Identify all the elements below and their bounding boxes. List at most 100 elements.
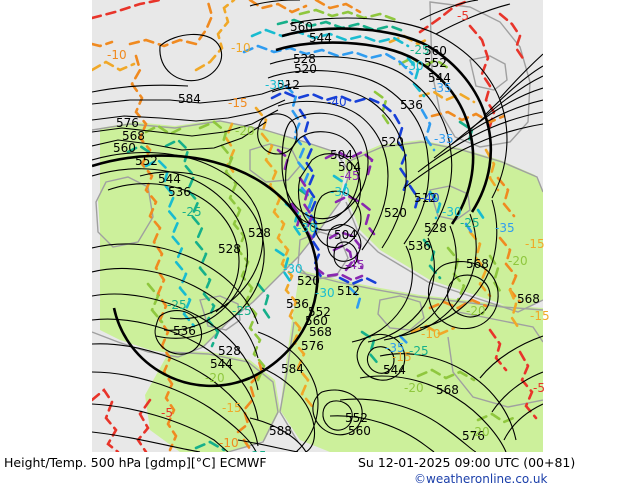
temperature-contour-label: -25 [232, 304, 252, 318]
height-contour-label: 576 [116, 116, 139, 130]
temperature-contour-label: -30 [315, 286, 335, 300]
temperature-contour-label: -25 [460, 216, 480, 230]
height-contour-label: 568 [466, 257, 489, 271]
height-contour-label: 528 [248, 226, 271, 240]
temperature-contour-label: -5 [457, 9, 469, 23]
height-contour-label: 536 [168, 185, 191, 199]
chart-title: Height/Temp. 500 hPa [gdmp][°C] ECMWF [4, 455, 267, 470]
temperature-contour-label: -10 [231, 41, 251, 55]
height-contour-label: 536 [400, 98, 423, 112]
height-contour-552-bold [92, 154, 319, 380]
height-contour-552 [281, 27, 493, 213]
temperature-contour-label: -15 [525, 237, 545, 251]
temperature-contour-label: -30 [297, 221, 317, 235]
temperature-contour-label: -20 [470, 425, 490, 439]
map-body [92, 0, 543, 452]
temp-contour-minus5 [92, 0, 538, 452]
temperature-contour-label: -10 [219, 436, 239, 450]
left-margin [0, 0, 92, 455]
temperature-contour-label: -30 [404, 59, 424, 73]
height-contour-label: 528 [424, 221, 447, 235]
height-contour-label: 528 [218, 344, 241, 358]
height-contour-560 [289, 17, 508, 199]
height-contour-label: 560 [305, 314, 328, 328]
temperature-contour-label: -35 [385, 341, 405, 355]
height-contour-label: 544 [428, 71, 451, 85]
temperature-contour-label: -40 [327, 95, 347, 109]
height-contour-label: 552 [424, 56, 447, 70]
height-contour-label: 536 [286, 297, 309, 311]
height-contour-label: 512 [277, 78, 300, 92]
height-contour-label: 512 [414, 191, 437, 205]
temperature-contour-label: -15 [530, 309, 550, 323]
right-margin [543, 0, 634, 455]
height-contours [92, 0, 543, 452]
temperature-contour-label: -15 [392, 350, 412, 364]
height-contour-closed-584 [159, 33, 223, 82]
height-contour-label: 544 [383, 363, 406, 377]
height-contour-label: 568 [517, 292, 540, 306]
height-contour-label: 576 [301, 339, 324, 353]
height-contour-label: 576 [462, 429, 485, 443]
height-contour-label: 568 [122, 129, 145, 143]
temperature-contour-label: -45 [340, 169, 360, 183]
temperature-contour-label: -10 [421, 327, 441, 341]
temperature-contour-label: -25 [182, 205, 202, 219]
height-contour-label: 560 [348, 424, 371, 438]
height-contour-label: 544 [309, 31, 332, 45]
temperature-contour-label: -20 [205, 371, 225, 385]
height-contour-label: 520 [381, 135, 404, 149]
height-contour-label: 560 [113, 141, 136, 155]
copyright-notice: ©weatheronline.co.uk [414, 472, 548, 486]
temperature-contour-label: -30 [330, 185, 350, 199]
height-contour-label: 544 [210, 357, 233, 371]
temperature-contour-label: -20 [466, 304, 486, 318]
temperature-contour-label: -45 [345, 258, 365, 272]
height-contour-label: 536 [173, 324, 196, 338]
temperature-contour-label: -35 [495, 221, 515, 235]
temperature-contour-label: -5 [533, 381, 545, 395]
temperature-contour-label: -40 [420, 191, 440, 205]
temperature-contour-label: -25 [410, 43, 430, 57]
temp-contour-minus40 [270, 90, 420, 286]
temperature-contour-label: -30 [265, 78, 285, 92]
height-contour-label: 552 [345, 411, 368, 425]
height-contour-label: 560 [290, 20, 313, 34]
temperature-contour-label: -20 [235, 124, 255, 138]
height-contour-label: 568 [436, 383, 459, 397]
temperature-contour-label: -35 [432, 81, 452, 95]
height-contour-label: 512 [337, 284, 360, 298]
height-contour-label: 552 [308, 305, 331, 319]
temperature-contour-label: -15 [222, 401, 242, 415]
height-contour-label: 568 [309, 325, 332, 339]
coastline-layer [92, 1, 543, 452]
chart-valid-time: Su 12-01-2025 09:00 UTC (00+81) [358, 455, 576, 470]
temperature-contour-label: -35 [434, 132, 454, 146]
temperature-contour-label: -20 [404, 381, 424, 395]
height-contour-label: 536 [408, 239, 431, 253]
height-contour-label: 520 [384, 206, 407, 220]
temperature-contour-label: -30 [442, 205, 462, 219]
temperature-contour-label: -5 [161, 406, 173, 420]
height-contour-label: 520 [294, 62, 317, 76]
height-contour-label: 520 [297, 274, 320, 288]
height-contour-544 [275, 41, 475, 225]
temperature-contour-label: -10 [107, 48, 127, 62]
height-contour-label: 504 [338, 160, 361, 174]
height-contour-label: 584 [281, 362, 304, 376]
height-contour-label: 504 [334, 228, 357, 242]
weather-map [0, 0, 634, 455]
chart-footer: Height/Temp. 500 hPa [gdmp][°C] ECMWF Su… [0, 452, 634, 490]
temperature-contour-label: -30 [283, 262, 303, 276]
height-contour-label: 528 [218, 242, 241, 256]
height-contour-label: 584 [178, 92, 201, 106]
temp-contour-minus30 [144, 28, 488, 328]
height-contour-label: 544 [158, 172, 181, 186]
height-contour-label: 528 [293, 52, 316, 66]
height-contour-label: 560 [424, 44, 447, 58]
temperature-contour-label: -25 [167, 298, 187, 312]
temp-contour-minus35 [242, 44, 476, 348]
height-contour-label: 588 [269, 424, 292, 438]
height-contour-label: 504 [330, 148, 353, 162]
height-contour-label: 552 [135, 154, 158, 168]
